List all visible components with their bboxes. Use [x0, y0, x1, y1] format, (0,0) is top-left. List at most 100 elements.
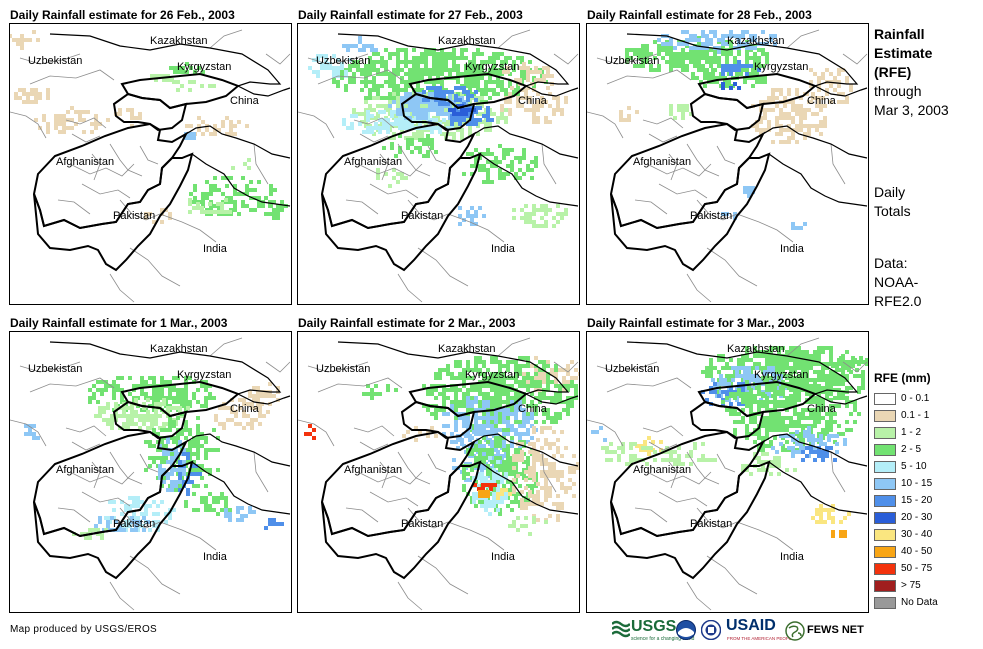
- admin-boundary: [397, 581, 423, 611]
- rainfall-cell: [240, 514, 244, 518]
- rainfall-cell: [422, 404, 426, 408]
- rainfall-cell: [819, 438, 823, 442]
- rainfall-cell: [258, 414, 262, 418]
- rainfall-cell: [554, 412, 558, 416]
- rainfall-cell: [376, 84, 380, 88]
- rainfall-cell: [462, 488, 466, 492]
- rainfall-cell: [486, 400, 490, 404]
- rainfall-cell: [777, 424, 781, 428]
- rainfall-cell: [791, 136, 795, 140]
- rainfall-cell: [412, 92, 416, 96]
- rainfall-cell: [791, 132, 795, 136]
- rainfall-cell: [172, 376, 176, 380]
- rainfall-cell: [779, 140, 783, 144]
- rainfall-cell: [546, 384, 550, 388]
- rainfall-cell: [124, 524, 128, 528]
- rainfall-cell: [96, 532, 100, 536]
- rainfall-cell: [94, 122, 98, 126]
- rainfall-cell: [474, 464, 478, 468]
- rainfall-cell: [785, 428, 789, 432]
- rainfall-cell: [819, 442, 823, 446]
- map-label-india: India: [780, 551, 804, 563]
- rainfall-cell: [248, 506, 252, 510]
- rainfall-cell: [158, 74, 162, 78]
- rainfall-cell: [747, 186, 751, 190]
- country-border: [762, 125, 868, 159]
- rainfall-cell: [470, 222, 474, 226]
- rainfall-cell: [524, 92, 528, 96]
- rainfall-cell: [412, 60, 416, 64]
- rainfall-cell: [480, 100, 484, 104]
- rainfall-cell: [532, 442, 536, 446]
- admin-boundary: [19, 53, 81, 65]
- rainfall-cell: [253, 208, 257, 212]
- rainfall-cell: [805, 354, 809, 358]
- rainfall-cell: [685, 104, 689, 108]
- rainfall-cell: [82, 110, 86, 114]
- rainfall-cell: [837, 378, 841, 382]
- rainfall-cell: [416, 84, 420, 88]
- rainfall-cell: [162, 452, 166, 456]
- rainfall-cell: [34, 118, 38, 122]
- rainfall-cell: [436, 108, 440, 112]
- rainfall-cell: [456, 56, 460, 60]
- rainfall-cell: [62, 114, 66, 118]
- rainfall-cell: [789, 346, 793, 350]
- rainfall-cell: [779, 442, 783, 446]
- rainfall-cell: [801, 384, 805, 388]
- rainfall-cell: [174, 456, 178, 460]
- rainfall-cell: [524, 96, 528, 100]
- rainfall-cell: [518, 78, 522, 82]
- rainfall-cell: [715, 76, 719, 80]
- rainfall-cell: [548, 486, 552, 490]
- rainfall-cell: [803, 132, 807, 136]
- rainfall-cell: [669, 42, 673, 46]
- rainfall-cell: [819, 120, 823, 124]
- rainfall-cell: [524, 470, 528, 474]
- rainfall-cell: [472, 52, 476, 56]
- rainfall-cell: [661, 42, 665, 46]
- rainfall-cell: [705, 458, 709, 462]
- rainfall-cell: [705, 370, 709, 374]
- rainfall-cell: [458, 118, 462, 122]
- map-label-afghanistan: Afghanistan: [56, 156, 115, 168]
- rainfall-cell: [530, 484, 534, 488]
- rainfall-cell: [192, 508, 196, 512]
- rainfall-cell: [821, 346, 825, 350]
- rainfall-cell: [213, 124, 217, 128]
- rainfall-cell: [693, 64, 697, 68]
- rainfall-cell: [721, 34, 725, 38]
- rainfall-cell: [480, 480, 484, 484]
- rainfall-cell: [502, 412, 506, 416]
- rainfall-cell: [851, 356, 855, 360]
- rainfall-cell: [797, 420, 801, 424]
- rainfall-cell: [476, 76, 480, 80]
- rainfall-cell: [34, 92, 38, 96]
- rainfall-cell: [268, 382, 272, 386]
- rainfall-cell: [221, 192, 225, 196]
- rainfall-cell: [773, 362, 777, 366]
- rainfall-cell: [454, 416, 458, 420]
- rainfall-cell: [566, 380, 570, 384]
- rainfall-cell: [396, 108, 400, 112]
- rainfall-cell: [241, 200, 245, 204]
- rainfall-cell: [362, 130, 366, 134]
- legend-label: > 75: [901, 580, 921, 591]
- rainfall-cell: [514, 380, 518, 384]
- rainfall-cell: [725, 34, 729, 38]
- rainfall-cell: [434, 126, 438, 130]
- rainfall-cell: [504, 92, 508, 96]
- rainfall-cell: [174, 480, 178, 484]
- rainfall-cell: [574, 388, 578, 392]
- rainfall-cell: [358, 48, 362, 52]
- country-border: [473, 125, 579, 159]
- rainfall-cell: [514, 416, 518, 420]
- rainfall-cell: [761, 42, 765, 46]
- rainfall-cell: [246, 422, 250, 426]
- rainfall-cell: [769, 400, 773, 404]
- rainfall-cell: [442, 408, 446, 412]
- rainfall-cell: [552, 470, 556, 474]
- rainfall-cell: [681, 462, 685, 466]
- rainfall-cell: [152, 520, 156, 524]
- rainfall-cell: [797, 358, 801, 362]
